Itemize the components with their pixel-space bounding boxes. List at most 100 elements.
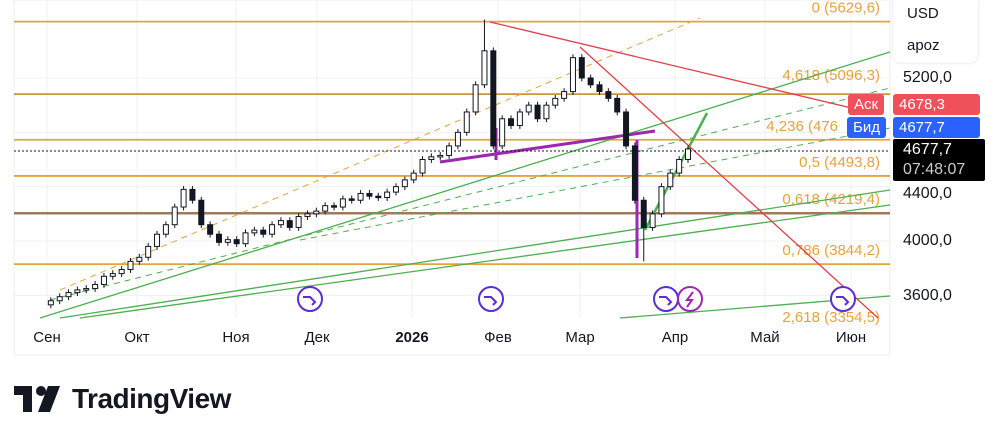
candle xyxy=(463,108,470,136)
fib-level-label: 0,786 (3844,2) xyxy=(782,242,880,259)
candle xyxy=(180,185,187,211)
candle xyxy=(569,54,576,95)
candle xyxy=(658,183,665,218)
candle xyxy=(525,101,532,116)
candle xyxy=(543,101,550,123)
currency-item[interactable]: USD xyxy=(907,5,939,22)
time-label: 2026 xyxy=(395,329,429,346)
candle xyxy=(339,195,346,211)
candle xyxy=(242,229,249,248)
candle xyxy=(685,145,691,163)
account-item[interactable]: apoz xyxy=(907,37,940,54)
dashed-channel xyxy=(49,87,891,301)
fib-level-label: 4,236 (476 xyxy=(766,118,838,135)
candle xyxy=(614,94,621,116)
event-icon xyxy=(478,286,504,312)
time-label: Сен xyxy=(33,329,61,346)
drawings[interactable] xyxy=(14,17,891,319)
candle xyxy=(313,207,320,218)
candles xyxy=(47,19,691,309)
candle xyxy=(348,195,355,204)
candle xyxy=(295,213,302,231)
price-label: 4000,0 xyxy=(903,232,952,249)
chart-frame xyxy=(13,0,891,356)
candle xyxy=(472,81,479,116)
trend-line xyxy=(39,51,891,319)
candle xyxy=(304,210,311,220)
candle xyxy=(92,281,99,292)
price-chart[interactable]: 0 (5629,6) 4,618 (5096,3) 4,236 (476 0,5 (4… xyxy=(0,0,1000,360)
brand-name: TradingView xyxy=(72,383,231,414)
lightning-icon xyxy=(677,286,703,312)
event-icon xyxy=(653,286,679,312)
candle xyxy=(454,128,461,150)
trend-line xyxy=(59,189,891,319)
candle xyxy=(375,192,382,201)
candle xyxy=(667,169,674,191)
candle xyxy=(481,19,488,89)
resistance-line xyxy=(489,21,861,111)
time-label: Фев xyxy=(484,329,512,346)
fib-level-label: 4,618 (5096,3) xyxy=(782,67,880,84)
event-icon xyxy=(830,286,856,312)
candle xyxy=(357,190,364,204)
candle xyxy=(83,285,90,294)
time-label: Апр xyxy=(661,329,689,346)
candle xyxy=(437,152,444,161)
candle xyxy=(676,156,683,177)
event-icon xyxy=(297,286,323,312)
candle xyxy=(428,153,435,163)
candle xyxy=(136,253,143,265)
candle xyxy=(552,94,559,109)
candle xyxy=(260,226,267,238)
fib-level-label: 0 (5629,6) xyxy=(812,0,880,17)
candle xyxy=(154,230,161,250)
time-label: Май xyxy=(750,329,780,346)
symbol-menu[interactable]: USD apoz xyxy=(893,0,978,63)
fib-level-label: 0,5 (4493,8) xyxy=(799,154,880,171)
candle xyxy=(198,196,205,229)
candle xyxy=(596,81,603,95)
candle xyxy=(100,272,107,288)
trend-line xyxy=(79,204,891,319)
candle xyxy=(605,88,612,102)
candle xyxy=(286,217,293,231)
bid-label: Бид xyxy=(847,117,886,138)
candle xyxy=(207,221,214,238)
candle xyxy=(277,217,284,229)
bar-countdown: 07:48:07 xyxy=(903,161,966,178)
last-price: 4677,7 xyxy=(903,141,952,158)
candle xyxy=(561,88,568,102)
candle xyxy=(631,142,638,204)
time-label: Июн xyxy=(835,329,867,346)
candle xyxy=(74,286,81,297)
dashed-channel xyxy=(299,127,891,241)
ask-label: Аск xyxy=(848,94,885,115)
candle xyxy=(516,108,523,129)
tradingview-logo[interactable]: TradingView xyxy=(14,383,231,415)
candle xyxy=(145,243,152,261)
candle xyxy=(118,266,125,277)
fib-level-label: 2,618 (3354,5) xyxy=(782,309,880,326)
candle xyxy=(109,270,116,280)
candle xyxy=(269,221,276,238)
time-label: Окт xyxy=(124,329,150,346)
candle xyxy=(215,230,222,246)
candle xyxy=(490,47,497,150)
candle xyxy=(419,156,426,177)
grid xyxy=(13,0,891,356)
candle xyxy=(384,188,391,201)
time-label: Дек xyxy=(304,329,330,346)
price-label: 3600,0 xyxy=(903,287,952,304)
fib-retracement[interactable]: 0 (5629,6) 4,618 (5096,3) 4,236 (476 0,5 (4… xyxy=(14,0,890,326)
last-price-badge: 4677,7 07:48:07 xyxy=(893,139,985,181)
candle xyxy=(410,169,417,184)
candle xyxy=(65,289,72,301)
dashed-fan xyxy=(59,17,701,291)
candle xyxy=(499,115,506,150)
price-label: 5200,0 xyxy=(903,69,952,86)
candle xyxy=(446,142,453,159)
candle xyxy=(251,226,258,237)
ask-price: 4678,3 xyxy=(893,94,980,115)
event-icons[interactable] xyxy=(297,286,856,312)
